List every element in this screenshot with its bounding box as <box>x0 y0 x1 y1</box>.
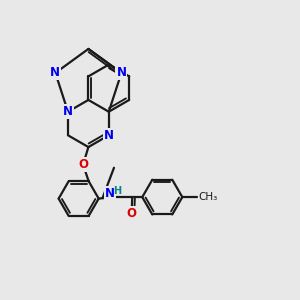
Text: N: N <box>50 66 60 80</box>
Text: N: N <box>105 187 115 200</box>
Text: O: O <box>78 158 88 171</box>
Text: O: O <box>127 207 137 220</box>
Text: N: N <box>116 66 126 80</box>
Text: N: N <box>63 105 73 118</box>
Text: N: N <box>104 129 114 142</box>
Text: CH₃: CH₃ <box>198 192 217 202</box>
Text: H: H <box>113 186 121 196</box>
